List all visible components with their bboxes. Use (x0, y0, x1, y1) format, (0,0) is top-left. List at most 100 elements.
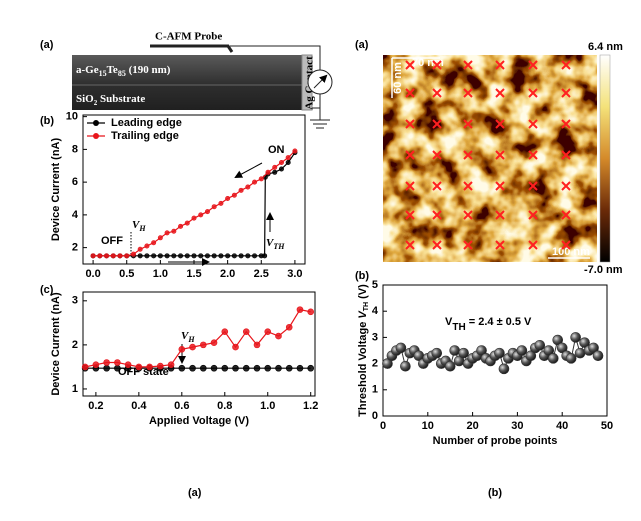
meter-needle (313, 74, 328, 89)
annotation: ON (268, 144, 285, 156)
data-point (198, 253, 204, 259)
data-point (114, 364, 121, 372)
data-point (252, 179, 258, 185)
colorbar-max: 6.4 nm (588, 41, 623, 53)
x-tick-label: 0.4 (131, 400, 147, 412)
data-point (242, 364, 250, 372)
x-tick-label: 10 (422, 420, 434, 432)
data-point (151, 240, 157, 246)
probe-marker (561, 60, 571, 70)
probe-marker (432, 240, 442, 250)
data-point (114, 359, 121, 366)
probe (150, 44, 234, 53)
data-point (92, 361, 100, 369)
probe-marker (561, 88, 571, 98)
probe-marker (432, 60, 442, 70)
series-line (93, 152, 296, 257)
t: Te (107, 64, 118, 76)
data-point (242, 328, 250, 335)
panel-label: (b) (40, 115, 54, 127)
data-point (221, 328, 229, 335)
data-point (135, 363, 143, 371)
data-point (178, 364, 186, 372)
data-point (382, 358, 393, 369)
probe-marker (405, 210, 415, 220)
data-point (157, 253, 163, 259)
y-tick-label: 1 (372, 384, 378, 396)
t: 85 (118, 69, 126, 78)
x-axis-label: Applied Voltage (V) (149, 415, 249, 427)
data-point (525, 350, 537, 362)
probe-marker (561, 240, 571, 250)
y-tick-label: 4 (72, 209, 79, 221)
legend-marker (93, 133, 99, 139)
probe-marker (495, 88, 505, 98)
probe-marker (463, 240, 473, 250)
data-point (211, 204, 217, 210)
caption: (b) (488, 487, 502, 499)
data-point (444, 360, 456, 372)
data-point (264, 328, 272, 335)
x-tick-label: 0.8 (217, 400, 232, 412)
probe-marker (495, 210, 505, 220)
t: 15 (99, 69, 107, 78)
data-point (238, 187, 244, 193)
probe-grid (405, 60, 571, 250)
probe-marker (463, 210, 473, 220)
data-point (184, 253, 190, 259)
probe-marker (528, 88, 538, 98)
y-tick-label: 8 (72, 143, 78, 155)
data-point (449, 345, 460, 356)
probe-marker (495, 60, 505, 70)
circuit (230, 45, 330, 129)
data-point (272, 169, 278, 175)
data-point (498, 363, 510, 375)
probe-marker (528, 210, 538, 220)
probe-marker (561, 150, 571, 160)
probe-marker (528, 60, 538, 70)
data-point (144, 243, 150, 249)
data-point (258, 176, 264, 182)
probe-marker (495, 240, 505, 250)
data-point (137, 246, 143, 252)
x-tick-label: 20 (466, 420, 478, 432)
x-tick-label: 40 (556, 420, 568, 432)
probe-marker (463, 181, 473, 191)
data-point (476, 345, 487, 356)
data-point (218, 253, 224, 259)
colorbar (599, 54, 611, 263)
probe-marker (561, 210, 571, 220)
probe-marker (432, 150, 442, 160)
annotation: OFF (101, 235, 123, 247)
x-tick-label: 0.5 (119, 268, 134, 280)
probe-marker (495, 150, 505, 160)
data-point (400, 360, 411, 372)
data-point (307, 364, 315, 372)
data-point (199, 341, 207, 349)
annotation: VH (181, 330, 195, 345)
annotation: VTH = 2.4 ± 0.5 V (445, 316, 532, 333)
afm-image (383, 55, 597, 262)
data-point (184, 220, 190, 226)
data-point (157, 362, 164, 370)
probe-marker (463, 150, 473, 160)
t: V (266, 237, 275, 249)
data-point (552, 334, 564, 346)
data-point (285, 159, 291, 165)
y-tick-label: 10 (66, 111, 78, 123)
probe-marker (432, 88, 442, 98)
data-point (97, 253, 103, 259)
t: V (132, 219, 141, 231)
probe-marker (528, 181, 538, 191)
film-image (72, 55, 302, 110)
x-tick-label: 1.5 (186, 268, 201, 280)
t: V (445, 316, 453, 328)
panel-label: (a) (40, 39, 54, 51)
probe-marker (528, 119, 538, 129)
data-point (81, 363, 89, 371)
data-point (253, 364, 261, 372)
y-tick-label: 3 (72, 295, 78, 307)
data-point (146, 363, 153, 371)
data-point (103, 364, 110, 372)
